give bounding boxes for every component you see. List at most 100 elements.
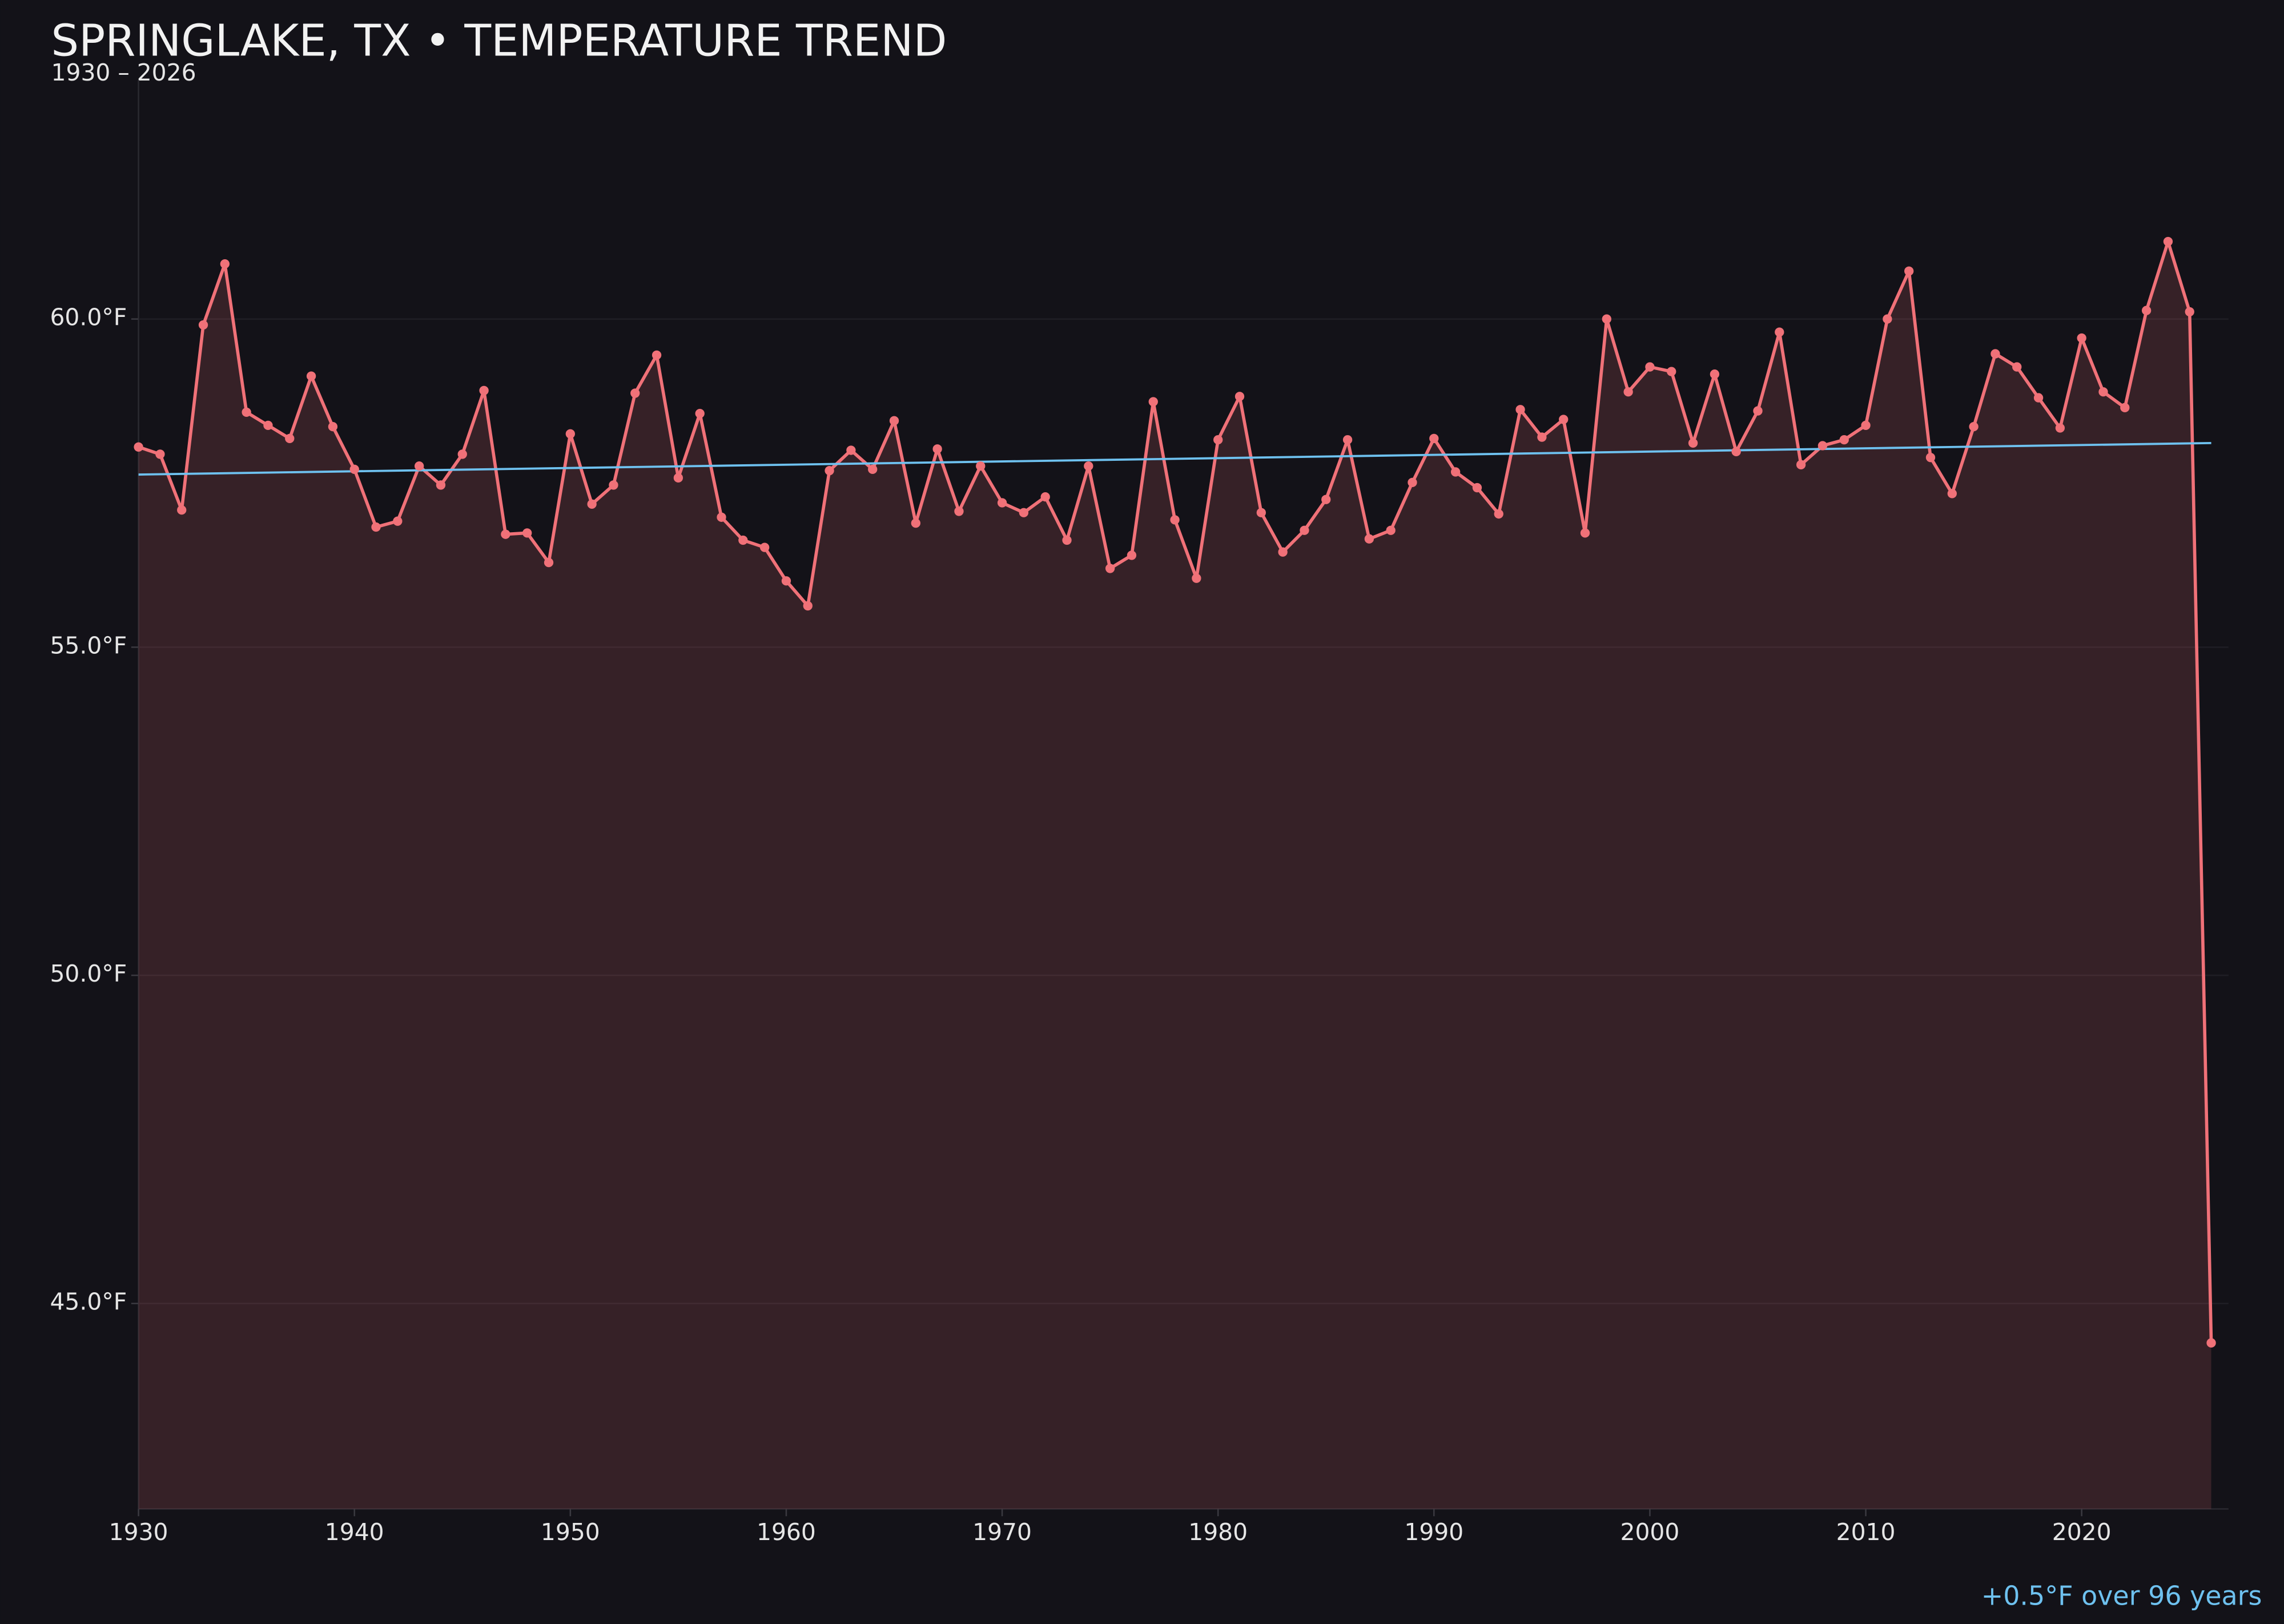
point <box>501 529 510 539</box>
point <box>1947 489 1957 499</box>
point <box>2163 236 2173 247</box>
point <box>1580 528 1590 538</box>
point <box>2077 333 2086 343</box>
point <box>1256 508 1266 517</box>
annotation: +0.5°F over 96 years <box>1981 1581 2262 1611</box>
point <box>1623 387 1633 397</box>
x-tick-label: 1960 <box>757 1518 816 1546</box>
point <box>1817 441 1828 451</box>
x-tick-label: 2000 <box>1620 1518 1680 1546</box>
x-tick-label: 1980 <box>1188 1518 1248 1546</box>
point <box>198 320 208 330</box>
point <box>1602 314 1611 324</box>
x-tick-label: 1950 <box>541 1518 600 1546</box>
point <box>565 429 575 439</box>
point <box>1148 397 1158 407</box>
point <box>393 516 403 526</box>
point <box>695 409 705 419</box>
point <box>1386 525 1396 535</box>
area <box>138 242 2211 1509</box>
point <box>1408 477 1417 488</box>
point <box>457 449 467 459</box>
point <box>1040 492 1050 502</box>
point <box>1925 453 1936 463</box>
point <box>1775 327 1784 337</box>
point <box>759 542 770 552</box>
point <box>1235 392 1245 401</box>
point <box>932 444 942 454</box>
point <box>825 466 834 476</box>
x-tick-label: 1990 <box>1404 1518 1463 1546</box>
point <box>414 461 424 471</box>
x-tick-label: 1970 <box>972 1518 1032 1546</box>
point <box>1883 314 1892 324</box>
point <box>1192 573 1201 583</box>
point <box>2206 1338 2216 1348</box>
point <box>155 449 165 459</box>
point <box>846 445 856 455</box>
point <box>652 350 662 360</box>
point <box>220 259 230 269</box>
point <box>2055 423 2065 433</box>
point <box>911 518 920 528</box>
point <box>1710 369 1720 379</box>
point <box>177 505 187 515</box>
x-tick-label: 2010 <box>1836 1518 1896 1546</box>
point <box>328 421 338 432</box>
point <box>1472 483 1482 493</box>
point <box>1839 435 1849 445</box>
point <box>1084 461 1093 471</box>
point <box>1127 550 1137 560</box>
point <box>738 535 748 545</box>
point <box>781 576 791 586</box>
point <box>306 371 316 381</box>
point <box>889 416 899 425</box>
point <box>630 388 640 398</box>
point <box>242 407 251 417</box>
point <box>609 480 618 490</box>
trend-line <box>138 441 2211 476</box>
y-tick-label: 55.0°F <box>50 632 127 659</box>
point <box>522 528 532 538</box>
point <box>436 480 446 490</box>
point <box>285 433 295 444</box>
point <box>1494 509 1503 519</box>
point <box>134 442 143 452</box>
point <box>587 499 597 509</box>
point <box>1429 433 1439 444</box>
point <box>803 601 813 611</box>
point <box>1559 415 1569 424</box>
point <box>1991 349 2000 359</box>
point <box>1645 362 1655 372</box>
x-tick-label: 2020 <box>2052 1518 2112 1546</box>
point <box>1105 564 1115 573</box>
point <box>1278 547 1288 557</box>
point <box>2012 362 2022 372</box>
point <box>1364 534 1374 544</box>
point <box>868 464 878 475</box>
point <box>1753 406 1763 416</box>
point <box>673 473 683 483</box>
point <box>1342 435 1353 445</box>
x-tick-label: 1940 <box>325 1518 384 1546</box>
point <box>997 498 1007 508</box>
point <box>263 420 273 431</box>
point <box>371 522 381 532</box>
point <box>1796 460 1806 469</box>
x-tick-label: 1930 <box>109 1518 168 1546</box>
point <box>1861 420 1871 431</box>
point <box>544 557 554 568</box>
chart-subtitle: 1930 – 2026 <box>51 59 196 86</box>
point <box>2185 307 2194 317</box>
y-tick-label: 45.0°F <box>50 1288 127 1316</box>
point <box>1321 495 1331 504</box>
y-tick-label: 50.0°F <box>50 960 127 987</box>
point <box>1688 438 1698 448</box>
point <box>1731 447 1741 457</box>
chart-title: SPRINGLAKE, TX • TEMPERATURE TREND <box>51 16 947 67</box>
point <box>1969 421 1979 432</box>
point <box>1537 432 1547 442</box>
